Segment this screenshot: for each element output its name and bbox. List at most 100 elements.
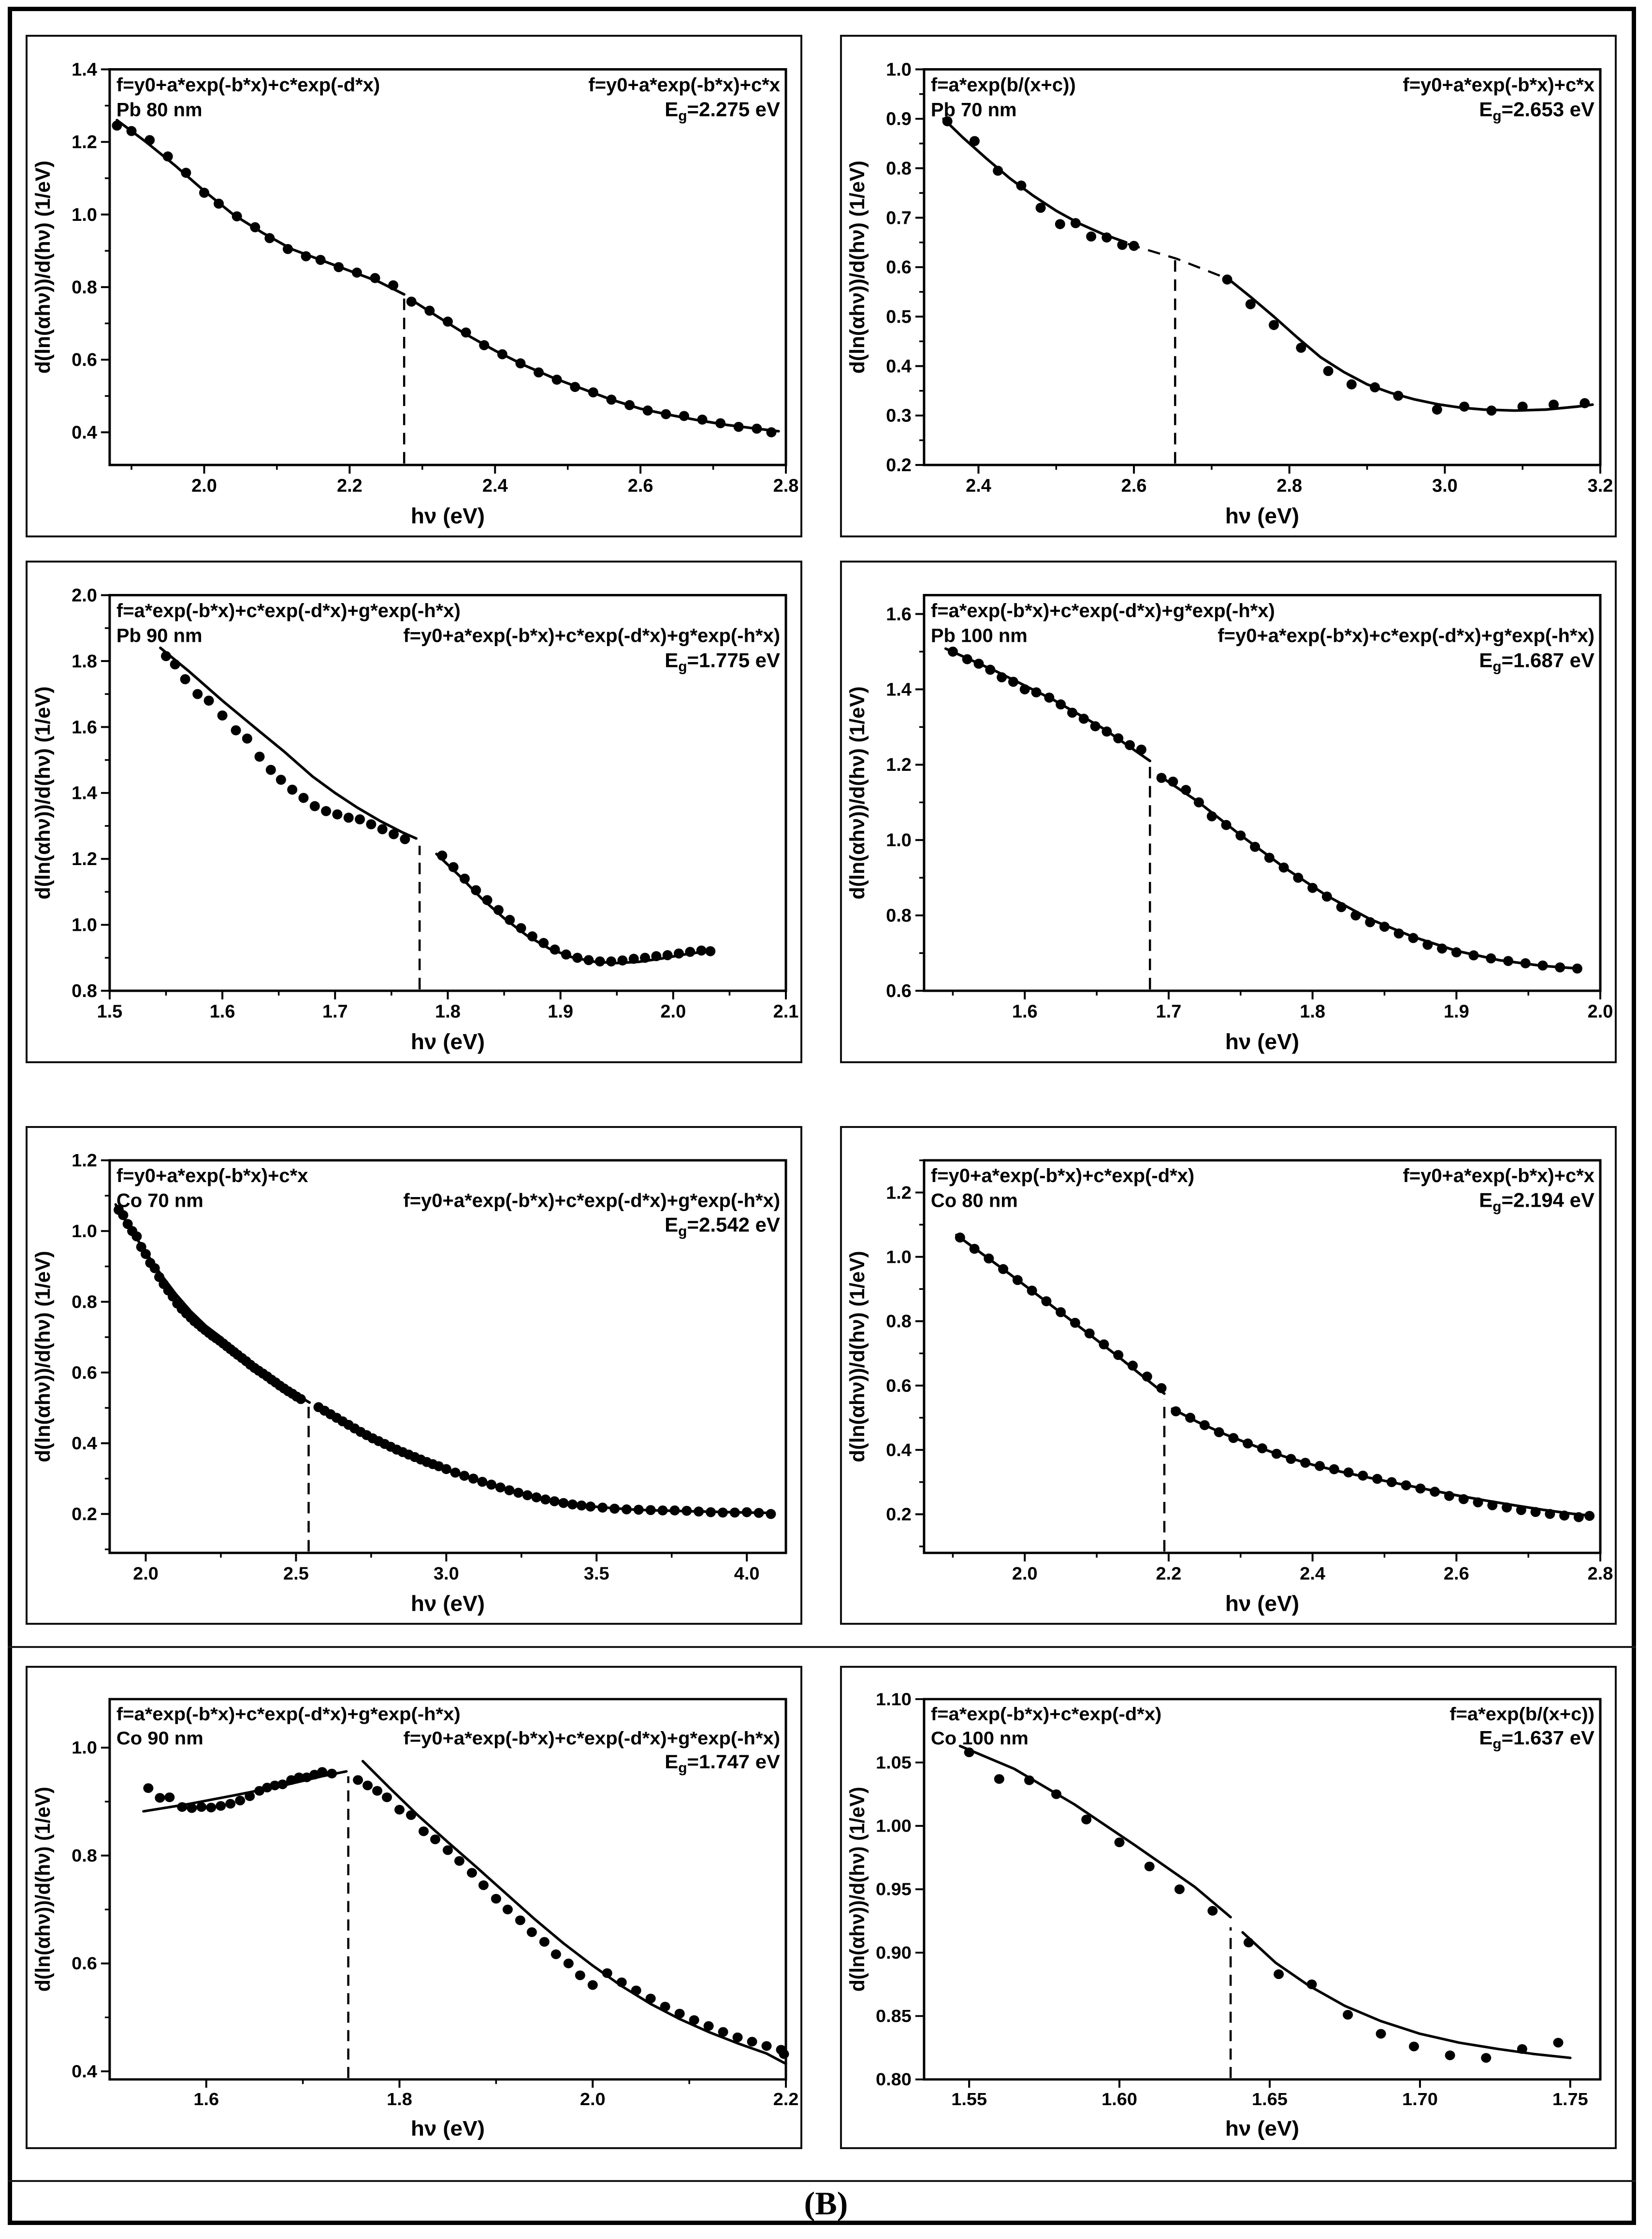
x-axis: 2.0 2.2 2.4 2.6 2.8 <box>952 1553 1613 1584</box>
x-tick-label: 2.2 <box>773 2089 799 2109</box>
y-tick-label: 0.80 <box>876 2069 912 2089</box>
y-axis: 0.6 0.8 1.0 1.2 1.4 1.6 <box>886 604 924 1001</box>
sample-label: Pb 80 nm <box>116 100 203 121</box>
chart-pb-70-nm: 2.4 2.6 2.8 3.0 3.2 0.2 0.3 0.4 0.5 0.6 0.7 0.8 0.9 1… <box>846 59 1613 528</box>
y-tick-label: 1.05 <box>876 1752 912 1772</box>
panel-co-100-nm: 1.55 1.60 1.65 1.70 1.75 0.80 0.85 0.90 0.95 1.00… <box>840 1666 1617 2149</box>
x-tick-label: 2.6 <box>1444 1563 1469 1584</box>
panel-co-70-nm: 2.0 2.5 3.0 3.5 4.0 0.2 0.4 0.6 0.8 1.0 1.2 hν (eV)… <box>26 1126 802 1625</box>
x-tick-label: 3.5 <box>584 1563 609 1584</box>
x-tick-label: 2.0 <box>1012 1563 1038 1584</box>
y-tick-label: 0.6 <box>886 1375 912 1396</box>
y-tick-label: 1.6 <box>72 717 97 737</box>
x-axis: 1.5 1.6 1.7 1.8 1.9 2.0 2.1 <box>97 991 798 1022</box>
y-tick-label: 1.4 <box>72 783 97 804</box>
y-axis: 0.4 0.6 0.8 1.0 1.2 1.4 <box>72 59 110 443</box>
chart-co-70-nm: 2.0 2.5 3.0 3.5 4.0 0.2 0.4 0.6 0.8 1.0 1.2 hν (eV)… <box>31 1150 787 1616</box>
y-tick-label: 1.2 <box>886 755 912 775</box>
y-tick-label: 0.90 <box>876 1943 912 1963</box>
band-gap-label: Eg=2.275 eV <box>665 98 780 124</box>
y-tick-label: 0.6 <box>886 258 912 278</box>
y-tick-label: 0.6 <box>886 981 912 1001</box>
x-tick-label: 1.8 <box>1300 1002 1325 1022</box>
y-axis: 0.2 0.3 0.4 0.5 0.6 0.7 0.8 0.9 1.0 <box>886 59 924 476</box>
data-points <box>112 120 777 437</box>
x-axis-label: hν (eV) <box>411 2116 485 2140</box>
y-tick-label: 0.8 <box>72 1846 97 1865</box>
fit-formula-left: f=a*exp(-b*x)+c*exp(-d*x)+g*exp(-h*x) <box>116 1705 461 1725</box>
y-tick-label: 0.3 <box>886 406 912 426</box>
chart-co-100-nm: 1.55 1.60 1.65 1.70 1.75 0.80 0.85 0.90 0.95 1.00… <box>845 1689 1602 2140</box>
x-tick-label: 1.70 <box>1402 2089 1438 2109</box>
fit-formula-left: f=y0+a*exp(-b*x)+c*exp(-d*x) <box>116 74 380 96</box>
y-tick-label: 0.8 <box>72 1292 97 1312</box>
data-points <box>955 1232 1595 1522</box>
fit-curve <box>944 647 1580 970</box>
x-tick-label: 1.75 <box>1552 2089 1588 2109</box>
fit-formula-left: f=a*exp(b/(x+c)) <box>931 74 1076 96</box>
x-tick-label: 3.0 <box>1432 476 1458 496</box>
y-tick-label: 1.8 <box>72 651 97 672</box>
y-tick-label: 0.95 <box>876 1879 912 1899</box>
panel-pb-90-nm: 1.5 1.6 1.7 1.8 1.9 2.0 2.1 0.8 1.0 1.2 1.4 1.6 1.8 2… <box>26 561 802 1063</box>
x-tick-label: 2.0 <box>660 1002 686 1022</box>
fit-formula-right: f=y0+a*exp(-b*x)+c*x <box>1403 74 1594 96</box>
y-axis: 0.2 0.4 0.6 0.8 1.0 1.2 <box>886 1159 924 1547</box>
band-gap-label: Eg=2.542 eV <box>665 1213 780 1240</box>
y-tick-label: 0.4 <box>886 1440 912 1460</box>
data-points <box>114 1205 776 1519</box>
x-axis-label: hν (eV) <box>1225 1029 1299 1054</box>
chart-pb-90-nm: 1.5 1.6 1.7 1.8 1.9 2.0 2.1 0.8 1.0 1.2 1.4 1.6 1.8 2… <box>31 585 799 1054</box>
y-tick-label: 0.5 <box>886 307 912 327</box>
y-tick-label: 0.2 <box>886 1504 912 1524</box>
fit-curve <box>958 1745 1572 2059</box>
panel-co-90-nm: 1.6 1.8 2.0 2.2 0.4 0.6 0.8 1.0 hν (eV) d(ln(αhν)… <box>26 1666 802 2149</box>
y-tick-label: 1.2 <box>72 1150 97 1170</box>
fit-formula-left: f=a*exp(-b*x)+c*exp(-d*x) <box>931 1705 1161 1725</box>
y-tick-label: 0.4 <box>72 423 97 443</box>
x-tick-label: 2.8 <box>773 476 799 496</box>
x-tick-label: 2.4 <box>1300 1563 1325 1584</box>
y-tick-label: 1.0 <box>72 205 97 225</box>
y-tick-label: 2.0 <box>72 585 97 606</box>
x-axis-label: hν (eV) <box>411 1029 485 1054</box>
fit-formula-right: f=y0+a*exp(-b*x)+c*exp(-d*x)+g*exp(-h*x) <box>403 1190 780 1212</box>
plot-frame <box>108 1698 787 2081</box>
annotations: f=a*exp(-b*x)+c*exp(-d*x)+g*exp(-h*x) Pb … <box>931 600 1594 675</box>
y-axis-label: d(ln(αhν))/d(hν) (1/eV) <box>31 1787 54 1992</box>
x-tick-label: 2.2 <box>1156 1563 1182 1584</box>
y-axis: 0.8 1.0 1.2 1.4 1.6 1.8 2.0 <box>72 585 110 1001</box>
fit-formula-right: f=y0+a*exp(-b*x)+c*exp(-d*x)+g*exp(-h*x) <box>403 625 780 647</box>
y-tick-label: 0.6 <box>72 350 97 370</box>
y-tick-label: 1.0 <box>72 915 97 936</box>
fit-curve <box>159 646 709 965</box>
y-axis: 0.80 0.85 0.90 0.95 1.00 1.05 1.10 <box>876 1689 924 2089</box>
band-gap-label: Eg=1.637 eV <box>1479 1727 1594 1752</box>
x-tick-label: 2.0 <box>133 1563 159 1584</box>
x-tick-label: 2.5 <box>283 1563 309 1584</box>
y-tick-label: 1.0 <box>72 1221 97 1241</box>
fit-curve <box>955 1233 1591 1517</box>
fit-formula-left: f=a*exp(-b*x)+c*exp(-d*x)+g*exp(-h*x) <box>931 600 1275 621</box>
panel-pb-80-nm: 2.0 2.2 2.4 2.6 2.8 0.4 0.6 0.8 1.0 1.2 1.4 hν (eV)… <box>26 35 802 537</box>
y-tick-label: 0.8 <box>886 906 912 926</box>
fit-formula-right: f=y0+a*exp(-b*x)+c*x <box>588 74 780 96</box>
x-tick-label: 3.2 <box>1588 476 1613 496</box>
y-tick-label: 1.0 <box>886 59 912 80</box>
fit-formula-right: f=a*exp(b/(x+c)) <box>1449 1705 1594 1725</box>
y-tick-label: 0.6 <box>72 1953 97 1973</box>
y-tick-label: 1.2 <box>886 1183 912 1203</box>
band-gap-label: Eg=1.747 eV <box>665 1751 780 1776</box>
y-axis: 0.4 0.6 0.8 1.0 <box>72 1738 110 2081</box>
data-points <box>160 651 716 967</box>
x-tick-label: 1.9 <box>1444 1002 1469 1022</box>
y-tick-label: 0.4 <box>886 356 912 376</box>
x-tick-label: 2.4 <box>482 476 508 496</box>
x-tick-label: 2.8 <box>1276 476 1302 496</box>
fit-formula-right: f=y0+a*exp(-b*x)+c*exp(-d*x)+g*exp(-h*x) <box>1217 625 1594 647</box>
x-tick-label: 1.6 <box>210 1002 235 1022</box>
x-axis: 1.55 1.60 1.65 1.70 1.75 <box>951 2079 1588 2109</box>
y-tick-label: 1.0 <box>886 1247 912 1267</box>
x-tick-label: 2.0 <box>1588 1002 1613 1022</box>
y-tick-label: 0.8 <box>72 277 97 298</box>
